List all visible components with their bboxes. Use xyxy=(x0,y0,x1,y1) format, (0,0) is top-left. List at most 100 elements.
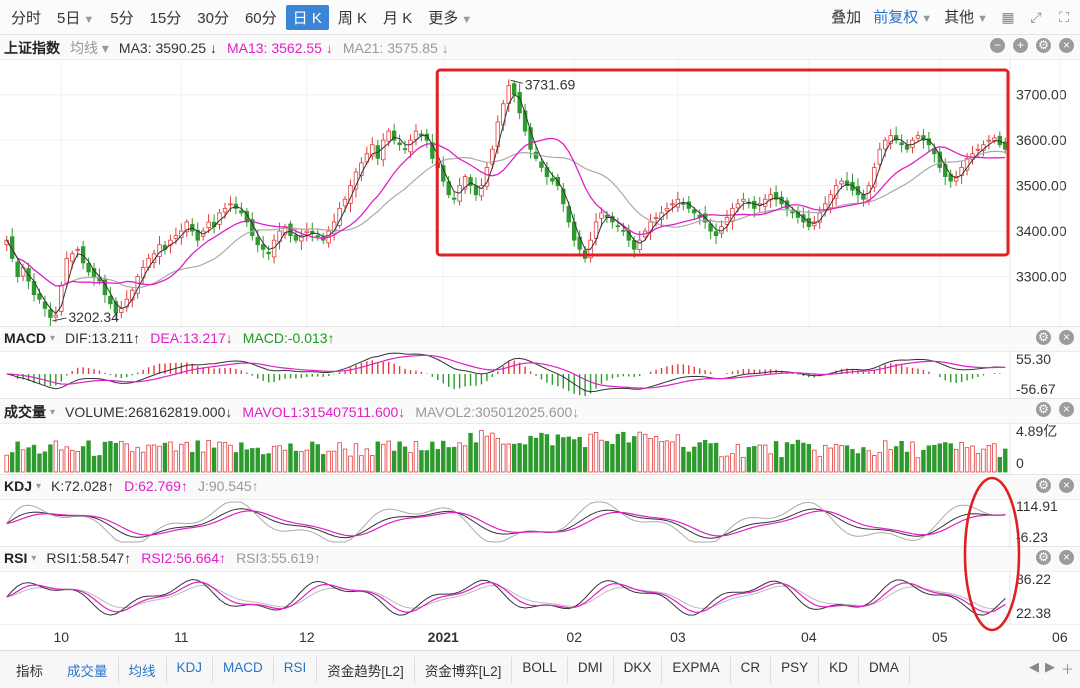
zoom-in-icon[interactable]: + xyxy=(1013,38,1028,53)
indicator-tab[interactable]: 成交量 xyxy=(57,657,119,683)
candle-body xyxy=(681,202,686,205)
mode-select[interactable]: 均线 ▾ xyxy=(70,40,109,56)
gear-icon[interactable]: ⚙ xyxy=(1036,550,1051,565)
chevron-down-icon[interactable]: ▾ xyxy=(31,552,37,564)
adjust-button[interactable]: 前复权 ▼ xyxy=(873,6,932,27)
chevron-down-icon[interactable]: ▾ xyxy=(36,480,42,492)
close-icon[interactable]: × xyxy=(1059,402,1074,417)
overlay-button[interactable]: 叠加 xyxy=(831,6,861,27)
indicator-tab[interactable]: DMI xyxy=(568,657,614,683)
volume-bar xyxy=(168,441,173,473)
tab-period[interactable]: 日 K xyxy=(285,5,329,30)
volume-bar xyxy=(648,438,653,473)
tab-period[interactable]: 15分 xyxy=(143,5,189,30)
candle-body xyxy=(293,234,299,241)
volume-bar xyxy=(872,455,877,473)
volume-bar xyxy=(468,432,473,473)
volume-bar xyxy=(970,445,975,473)
indicator-tab[interactable]: DMA xyxy=(859,657,910,683)
gear-icon[interactable]: ⚙ xyxy=(1036,402,1051,417)
tab-period[interactable]: 月 K xyxy=(376,5,419,30)
indicator-tab[interactable]: DKX xyxy=(614,657,663,683)
candle-body xyxy=(70,253,75,262)
other-button[interactable]: 其他 ▼ xyxy=(944,6,988,27)
indicator-tab[interactable]: CR xyxy=(731,657,772,683)
tab-period[interactable]: 5分 xyxy=(103,5,140,30)
volume-bar xyxy=(179,443,184,473)
d-value: D:62.769↑ xyxy=(124,478,188,494)
other-label: 其他 xyxy=(944,9,975,26)
volume-bar xyxy=(435,449,440,473)
j-value: J:90.545↑ xyxy=(197,478,259,494)
volume-bar xyxy=(86,440,91,473)
kdj-min-label: -6.23 xyxy=(1016,529,1048,545)
k-line xyxy=(6,508,1006,539)
candle-body xyxy=(593,221,599,239)
tab-period[interactable]: 更多 ▼ xyxy=(421,5,479,30)
indicator-tab[interactable]: RSI xyxy=(274,657,318,683)
tab-period[interactable]: 30分 xyxy=(190,5,236,30)
volume-bar xyxy=(752,446,757,473)
x-tick-label: 12 xyxy=(299,629,315,645)
candle-body xyxy=(839,180,844,185)
fullscreen-icon[interactable]: ⛶ xyxy=(1059,8,1069,25)
indicator-tab[interactable]: MACD xyxy=(213,657,274,683)
indicator-tab[interactable]: 均线 xyxy=(119,657,167,683)
kdj-title: KDJ xyxy=(4,478,33,494)
chevron-down-icon[interactable]: ▾ xyxy=(50,406,56,418)
volume-bar xyxy=(904,451,910,473)
candle-body xyxy=(408,139,413,153)
resize-icon[interactable]: ⤢ xyxy=(1030,8,1042,25)
tab-period[interactable]: 分时 xyxy=(4,5,48,30)
indicator-tab[interactable]: KD xyxy=(819,657,859,683)
dea-value: DEA:13.217↓ xyxy=(150,330,233,346)
candle-body xyxy=(48,309,53,318)
volume-bar xyxy=(528,435,533,473)
volume-bar xyxy=(757,444,762,473)
indicator-tab[interactable]: BOLL xyxy=(512,657,568,683)
volume-bar xyxy=(555,434,561,473)
indicator-tab[interactable]: 资金趋势[L2] xyxy=(317,657,415,683)
candle-body xyxy=(752,200,757,209)
volume-bar xyxy=(37,453,42,473)
grid-icon[interactable]: ▦ xyxy=(1001,8,1015,25)
volume-bar xyxy=(64,446,69,473)
gear-icon[interactable]: ⚙ xyxy=(1036,330,1051,345)
close-icon[interactable]: × xyxy=(1059,38,1074,53)
close-icon[interactable]: × xyxy=(1059,550,1074,565)
arrow-left-icon[interactable]: ◀ xyxy=(1028,659,1039,674)
x-tick-label: 04 xyxy=(801,629,817,645)
kline-header: 上证指数 均线 ▾ MA3: 3590.25 ↓ MA13: 3562.55 ↓… xyxy=(0,34,1080,60)
volume-bar xyxy=(364,448,370,473)
gear-icon[interactable]: ⚙ xyxy=(1036,38,1051,53)
indicator-tab[interactable]: KDJ xyxy=(167,657,214,683)
volume-bar xyxy=(893,446,899,473)
indicator-tab[interactable]: PSY xyxy=(771,657,820,683)
candle-body xyxy=(381,139,386,161)
volume-bar xyxy=(277,445,282,473)
arrow-right-icon[interactable]: ▶ xyxy=(1044,659,1055,674)
tab-period[interactable]: 5日 ▼ xyxy=(50,5,101,30)
indicator-tab[interactable]: 资金博弈[L2] xyxy=(415,657,513,683)
volume-bar xyxy=(877,452,882,473)
volume-bar xyxy=(910,441,915,473)
kdj-chart: 114.91 -6.23 xyxy=(6,498,1058,546)
close-icon[interactable]: × xyxy=(1059,330,1074,345)
volume-bar xyxy=(588,433,593,473)
candle-body xyxy=(173,235,179,239)
chevron-down-icon: ▼ xyxy=(977,13,988,25)
close-icon[interactable]: × xyxy=(1059,478,1074,493)
candle-body xyxy=(893,135,899,141)
ma3-value: MA3: 3590.25 ↓ xyxy=(118,40,217,56)
add-icon[interactable]: ＋ xyxy=(1060,662,1074,677)
indicator-tab[interactable]: EXPMA xyxy=(662,657,731,683)
chevron-down-icon[interactable]: ▾ xyxy=(50,332,56,344)
zoom-out-icon[interactable]: − xyxy=(990,38,1005,53)
tab-period[interactable]: 周 K xyxy=(331,5,374,30)
candle-body xyxy=(113,301,119,314)
volume-bar xyxy=(124,443,129,473)
tab-period[interactable]: 60分 xyxy=(238,5,284,30)
volume-bar xyxy=(621,431,626,473)
volume-bar xyxy=(326,450,331,473)
gear-icon[interactable]: ⚙ xyxy=(1036,478,1051,493)
